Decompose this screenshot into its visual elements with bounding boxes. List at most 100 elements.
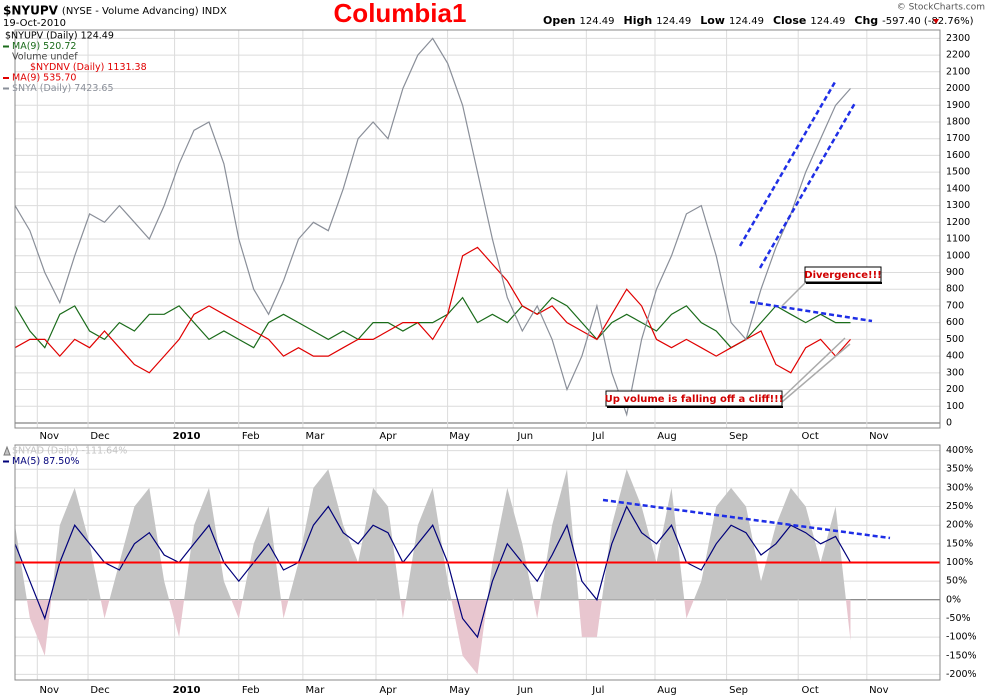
legend-label: Volume undef: [12, 52, 78, 63]
x-tick-label: Feb: [242, 431, 260, 442]
annotation: Up volume is falling off a cliff!!!: [605, 394, 784, 405]
stat-value: 124.49: [656, 16, 691, 27]
y-tick-label: 400%: [946, 445, 973, 456]
x-tick-label: Oct: [802, 685, 819, 696]
watermark: © StockCharts.com: [897, 3, 985, 13]
x-tick-label: Jun: [516, 685, 533, 696]
y-tick-label: 200%: [946, 520, 973, 531]
y-tick-label: 1800: [946, 116, 970, 127]
page-title: Columbia1: [334, 0, 467, 28]
x-tick-label: Dec: [90, 431, 109, 442]
callout-line: [781, 337, 846, 399]
stat-value: -597.40 (-82.76%): [882, 16, 973, 27]
callout-line: [781, 343, 851, 403]
x-tick-label: Nov: [869, 685, 889, 696]
legend-label: MA(9) 535.70: [12, 73, 76, 84]
y-tick-label: -150%: [946, 650, 977, 661]
y-tick-label: 1100: [946, 234, 970, 245]
y-tick-label: -100%: [946, 632, 977, 643]
legend-label: $NYA (Daily) 7423.65: [12, 83, 114, 94]
description: (NYSE - Volume Advancing) INDX: [62, 6, 227, 17]
x-tick-label: May: [449, 685, 470, 696]
stat-label: Low: [700, 14, 725, 27]
legend-label: MA(5) 87.50%: [12, 456, 79, 467]
y-tick-label: 400: [946, 351, 964, 362]
y-tick-label: -50%: [946, 613, 971, 624]
y-tick-label: 2000: [946, 83, 970, 94]
stat-value: 124.49: [810, 16, 845, 27]
line: [14, 37, 851, 417]
x-tick-label: 2010: [173, 685, 201, 696]
plot-area: [15, 30, 940, 428]
y-tick-label: 900: [946, 267, 964, 278]
area: [15, 469, 851, 675]
y-tick-label: 700: [946, 300, 964, 311]
callout-line: [781, 279, 809, 307]
line: [14, 296, 851, 349]
stat-value: 124.49: [729, 16, 764, 27]
y-tick-label: 100%: [946, 557, 973, 568]
x-tick-label: Aug: [657, 685, 677, 696]
annotation: Divergence!!!: [804, 270, 881, 281]
x-tick-label: Sep: [729, 685, 748, 696]
plots: 0 100 200 300 400 500 600 700 800 900 1000 1100 1200…: [3, 29, 977, 696]
legend-label: MA(9) 520.72: [12, 41, 76, 52]
header-stats: Open 124.49 High 124.49 Low 124.49 Close 124.49…: [543, 14, 974, 27]
x-tick-label: Nov: [869, 431, 889, 442]
x-tick-label: Jul: [591, 685, 604, 696]
y-tick-label: 800: [946, 284, 964, 295]
y-tick-label: 250%: [946, 501, 973, 512]
x-tick-label: Sep: [729, 431, 748, 442]
x-tick-label: Feb: [242, 685, 260, 696]
stat-label: Open: [543, 14, 576, 27]
x-tick-label: Apr: [379, 685, 397, 696]
y-tick-label: 2300: [946, 33, 970, 44]
y-tick-label: 300%: [946, 482, 973, 493]
y-tick-label: 2100: [946, 66, 970, 77]
y-tick-label: 600: [946, 317, 964, 328]
callouts: [781, 279, 851, 403]
x-tick-label: Apr: [379, 431, 397, 442]
y-tick-label: 350%: [946, 464, 973, 475]
x-tick-label: Oct: [802, 431, 819, 442]
legend-label: $NYDNV (Daily) 1131.38: [30, 62, 147, 73]
symbol: $NYUPV: [3, 4, 59, 18]
y-tick-label: 1400: [946, 183, 970, 194]
stat-label: High: [624, 14, 653, 27]
x-tick-label: Nov: [40, 685, 60, 696]
y-tick-label: 200: [946, 384, 964, 395]
date: 19-Oct-2010: [3, 18, 66, 29]
plot-frame: [14, 29, 941, 429]
y-tick-label: 50%: [946, 576, 967, 587]
y-tick-label: 1700: [946, 133, 970, 144]
y-tick-label: 1500: [946, 167, 970, 178]
y-tick-label: 300: [946, 367, 964, 378]
y-tick-label: 0: [946, 417, 952, 428]
y-tick-label: 100: [946, 401, 964, 412]
stat-label: Chg: [854, 14, 878, 27]
line: [14, 246, 851, 374]
x-tick-label: 2010: [173, 431, 201, 442]
y-tick-label: 1000: [946, 250, 970, 261]
x-tick-label: Nov: [40, 431, 60, 442]
plot-frame: [14, 444, 941, 681]
line: [14, 505, 852, 639]
y-tick-label: -200%: [946, 669, 977, 680]
trend-lines: [602, 81, 891, 540]
legend-swatch: [3, 445, 11, 456]
trend-line: [602, 498, 891, 540]
y-tick-label: 1200: [946, 217, 970, 228]
y-tick-label: 1600: [946, 150, 970, 161]
y-tick-label: 2200: [946, 50, 970, 61]
legend-label: $NYAD (Daily) -111.64%: [12, 446, 127, 457]
stat-label: Close: [773, 14, 806, 27]
x-tick-label: Mar: [305, 431, 325, 442]
y-tick-label: 1300: [946, 200, 970, 211]
legend: $NYAD (Daily) -111.64%MA(5) 87.50%: [3, 445, 127, 467]
x-tick-label: Jul: [591, 431, 604, 442]
trend-line: [749, 300, 873, 323]
y-tick-label: 150%: [946, 538, 973, 549]
y-tick-label: 500: [946, 334, 964, 345]
